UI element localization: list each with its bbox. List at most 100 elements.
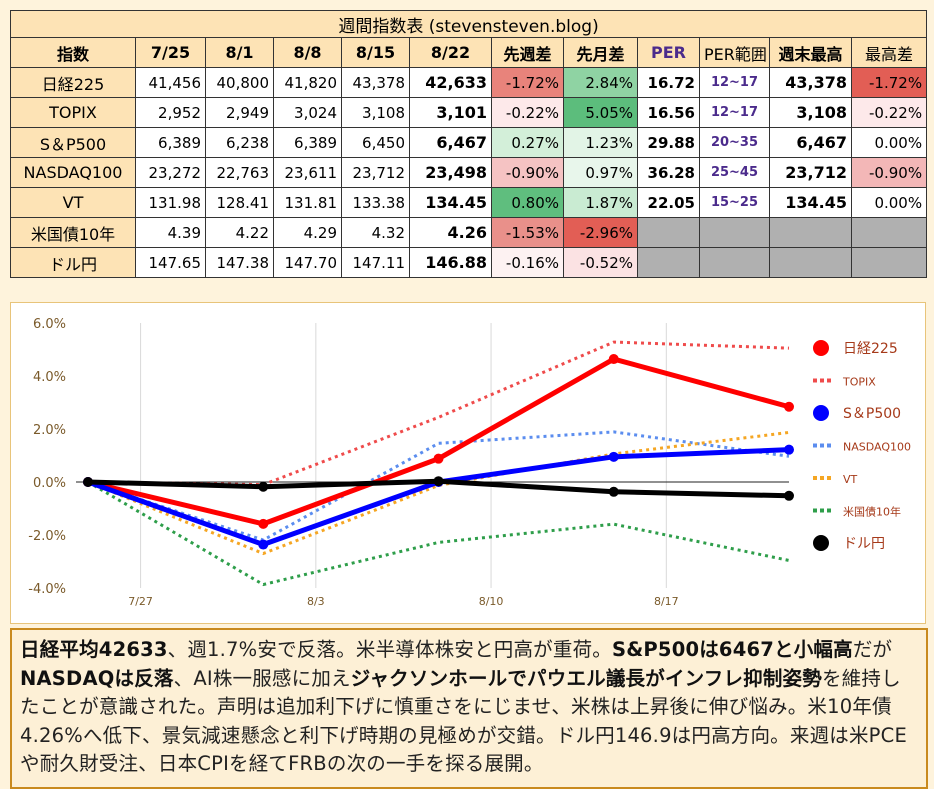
table-cell: 147.38 xyxy=(205,247,274,278)
table-cell: 131.98 xyxy=(135,187,206,218)
table-cell: 3,108 xyxy=(341,97,410,128)
series-line xyxy=(87,447,790,548)
weekly-high-cell: 43,378 xyxy=(769,67,852,98)
empty-cell xyxy=(769,217,852,248)
table-cell: 4.29 xyxy=(273,217,342,248)
table-header-cell: 最高差 xyxy=(850,37,928,68)
table-cell: 147.70 xyxy=(273,247,342,278)
empty-cell xyxy=(850,247,928,278)
table-cell: 4.26 xyxy=(409,217,492,248)
weekly-high-cell: 23,712 xyxy=(769,157,852,188)
comment-segment: 、週1.7%安で反落。米半導体株安と円高が重荷。 xyxy=(167,638,612,661)
high-diff-cell: -0.90% xyxy=(850,157,928,188)
week-diff-cell: -1.53% xyxy=(491,217,564,248)
data-point xyxy=(608,451,619,462)
data-point xyxy=(608,486,619,497)
weekly-high-cell: 3,108 xyxy=(769,97,852,128)
month-diff-cell: -0.52% xyxy=(563,247,638,278)
table-row: VT 131.98 128.41 131.81 133.38 134.45 0.80% 1.8… xyxy=(10,187,928,218)
week-diff-cell: 0.27% xyxy=(491,127,564,158)
market-comment: 日経平均42633、週1.7%安で反落。米半導体株安と円高が重荷。S&P500は… xyxy=(10,628,928,789)
week-diff-cell: -0.90% xyxy=(491,157,564,188)
table-cell: 4.32 xyxy=(341,217,410,248)
high-diff-cell: 0.00% xyxy=(850,127,928,158)
table-cell: 3,101 xyxy=(409,97,492,128)
table-cell: 23,712 xyxy=(341,157,410,188)
legend-label: VT xyxy=(843,473,858,486)
table-cell: 4.22 xyxy=(205,217,274,248)
table-row: ドル円 147.65 147.38 147.70 147.11 146.88 -0.16% -… xyxy=(10,247,928,278)
x-tick-label: 8/10 xyxy=(479,595,504,608)
comment-segment: 、AI株一服感に加え xyxy=(173,666,351,690)
table-cell: 2,952 xyxy=(135,97,206,128)
y-tick-label: 4.0% xyxy=(33,370,66,385)
legend-label: 米国債10年 xyxy=(843,505,901,519)
table-header-cell: 先週差 xyxy=(491,37,564,68)
row-name: ドル円 xyxy=(10,247,136,278)
data-point xyxy=(258,481,269,492)
comment-segment: NASDAQは反落 xyxy=(20,666,174,690)
empty-cell xyxy=(850,217,928,248)
table-cell: 4.39 xyxy=(135,217,206,248)
legend-label: NASDAQ100 xyxy=(843,441,911,454)
high-diff-cell: -0.22% xyxy=(850,97,928,128)
table-header-cell: 先月差 xyxy=(563,37,638,68)
chart-area: 7/27 8/3 8/10 8/17 6.0% 4.0% 2.0% 0.0% -2.0% -4.0… xyxy=(10,302,926,624)
per-cell: 16.56 xyxy=(637,97,700,128)
y-tick-label: 2.0% xyxy=(33,423,66,438)
series-line xyxy=(87,430,790,556)
data-point xyxy=(784,444,794,455)
high-diff-cell: 0.00% xyxy=(850,187,928,218)
table-header-cell: 8/15 xyxy=(341,37,410,68)
week-diff-cell: -1.72% xyxy=(491,67,564,98)
data-point xyxy=(258,518,269,529)
per-cell: 36.28 xyxy=(637,157,700,188)
weekly-index-table: 週間指数表 (stevensteven.blog) 指数 7/25 8/1 8/8 8/… xyxy=(9,10,928,278)
table-cell: 23,498 xyxy=(409,157,492,188)
table-row: S＆P500 6,389 6,238 6,389 6,450 6,467 0.27% 1.23… xyxy=(10,127,928,158)
table-row: 米国債10年 4.39 4.22 4.29 4.32 4.26 -1.53% -2.96% xyxy=(10,217,928,248)
table-row: TOPIX 2,952 2,949 3,024 3,108 3,101 -0.22% 5.05… xyxy=(10,97,928,128)
table-cell: 3,024 xyxy=(273,97,342,128)
month-diff-cell: 1.23% xyxy=(563,127,638,158)
week-diff-cell: -0.16% xyxy=(491,247,564,278)
legend-label: 日経225 xyxy=(843,341,898,357)
empty-cell xyxy=(637,247,700,278)
high-diff-cell: -1.72% xyxy=(850,67,928,98)
legend-marker xyxy=(813,405,829,421)
row-name: NASDAQ100 xyxy=(10,157,136,188)
table-cell: 23,272 xyxy=(135,157,206,188)
table-cell: 22,763 xyxy=(205,157,274,188)
table-cell: 41,820 xyxy=(273,67,342,98)
data-point xyxy=(433,453,444,464)
weekly-high-cell: 6,467 xyxy=(769,127,852,158)
table-cell: 6,450 xyxy=(341,127,410,158)
y-tick-label: -4.0% xyxy=(28,582,66,597)
table-cell: 6,238 xyxy=(205,127,274,158)
row-name: TOPIX xyxy=(10,97,136,128)
legend-marker xyxy=(813,340,829,356)
row-name: 日経225 xyxy=(10,67,136,98)
empty-cell xyxy=(699,217,770,248)
comment-segment: だが xyxy=(852,638,893,661)
legend-label: TOPIX xyxy=(842,376,876,389)
comment-segment: 日経平均42633 xyxy=(20,638,168,661)
per-range-cell: 25~45 xyxy=(699,157,770,188)
empty-cell xyxy=(637,217,700,248)
table-cell: 146.88 xyxy=(409,247,492,278)
data-point xyxy=(784,401,794,412)
table-cell: 147.65 xyxy=(135,247,206,278)
table-cell: 42,633 xyxy=(409,67,492,98)
row-name: 米国債10年 xyxy=(10,217,136,248)
table-cell: 40,800 xyxy=(205,67,274,98)
data-point xyxy=(433,476,444,487)
table-header-cell: PER範囲 xyxy=(699,37,770,68)
table-cell: 6,389 xyxy=(135,127,206,158)
table-header-cell: 8/1 xyxy=(205,37,274,68)
x-tick-label: 7/27 xyxy=(128,595,153,608)
table-title: 週間指数表 (stevensteven.blog) xyxy=(9,10,928,38)
comment-segment: S&P500は6467と小幅高 xyxy=(611,638,853,661)
week-diff-cell: 0.80% xyxy=(491,187,564,218)
y-tick-label: 0.0% xyxy=(33,476,66,491)
week-diff-cell: -0.22% xyxy=(491,97,564,128)
